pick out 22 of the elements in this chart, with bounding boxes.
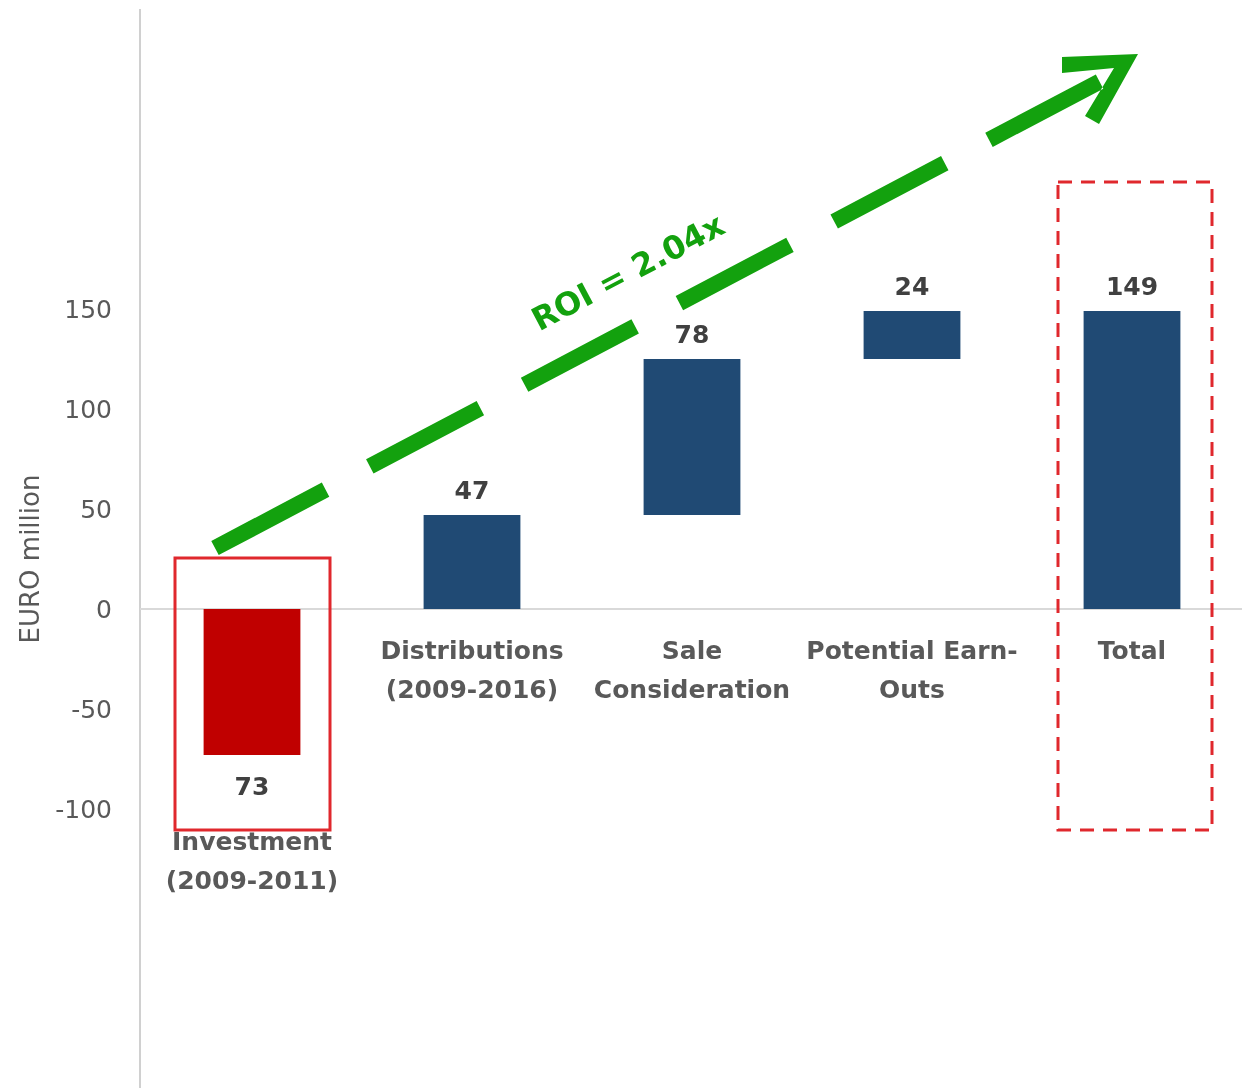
data-label: 78 [674,320,710,349]
x-tick-label: Investment (2009-2011) [165,827,339,895]
bar [863,311,961,359]
y-tick-label: 100 [64,394,112,424]
data-label: 149 [1105,272,1159,301]
y-tick-label: -50 [71,694,112,724]
y-axis-title: EURO million [15,474,45,644]
bar [203,609,301,755]
bar [643,359,741,515]
x-tick-label: Potential Earn-Outs [806,636,1018,704]
data-label: 47 [454,476,490,505]
y-tick-label: -100 [55,794,112,824]
x-tick-label: Sale Consideration [593,636,791,704]
y-tick-label: 150 [64,294,112,324]
bar [423,515,521,609]
y-tick-label: 0 [96,594,112,624]
x-tick-label: Distributions (2009-2016) [380,636,564,704]
data-label: 24 [894,272,930,301]
x-tick-label: Total [1097,636,1167,665]
y-tick-label: 50 [80,494,112,524]
bar [1083,311,1181,609]
data-label: 73 [234,772,270,801]
